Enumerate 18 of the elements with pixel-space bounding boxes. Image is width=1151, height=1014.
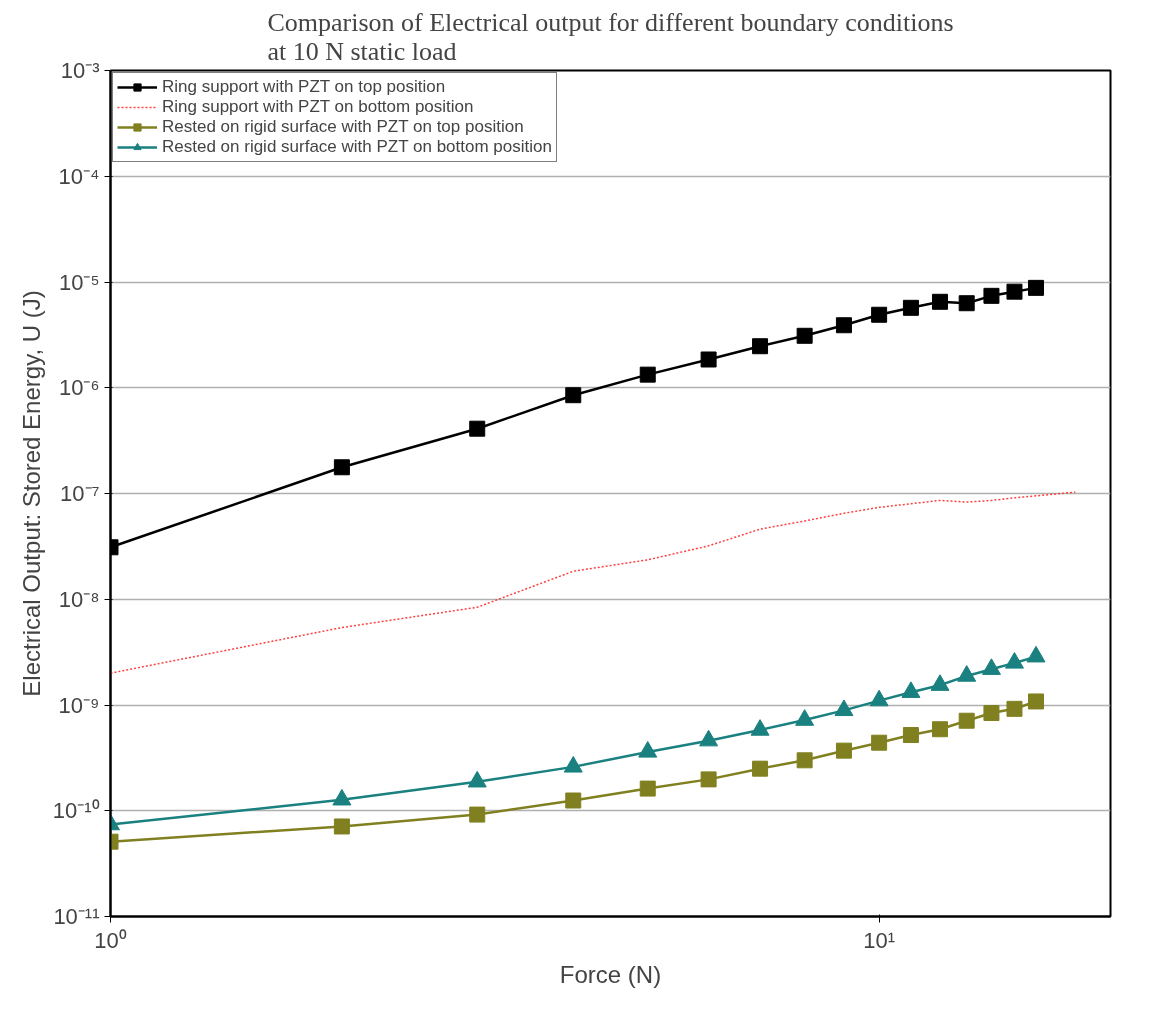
legend-label: Rested on rigid surface with PZT on bottom position — [162, 137, 552, 157]
y-tick-label: 10⁻⁸ — [58, 586, 100, 612]
x-axis-title: Force (N) — [559, 960, 662, 988]
legend-label: Rested on rigid surface with PZT on top position — [162, 117, 524, 137]
legend-label: Ring support with PZT on bottom position — [162, 97, 474, 117]
y-tick-label: 10⁻⁷ — [60, 481, 100, 506]
y-tick-label: 10⁻⁵ — [58, 269, 100, 295]
y-axis-title: Electrical Output: Stored Energy, U (J) — [17, 290, 45, 697]
y-tick-label: 10⁻¹¹ — [53, 904, 100, 929]
chart-title: Comparison of Electrical output for different boundary conditions at 10 N static load — [267, 7, 954, 66]
x-tick-label: 10¹ — [863, 927, 896, 953]
x-tick-label: 10⁰ — [94, 927, 127, 953]
y-tick-label: 10⁻⁴ — [58, 163, 100, 189]
y-tick-label: 10⁻⁹ — [58, 692, 100, 718]
y-tick-label: 10⁻⁶ — [58, 375, 100, 401]
legend-label: Ring support with PZT on top position — [162, 77, 446, 97]
y-tick-label: 10⁻³ — [60, 58, 100, 83]
y-tick-label: 10⁻¹⁰ — [52, 798, 100, 824]
